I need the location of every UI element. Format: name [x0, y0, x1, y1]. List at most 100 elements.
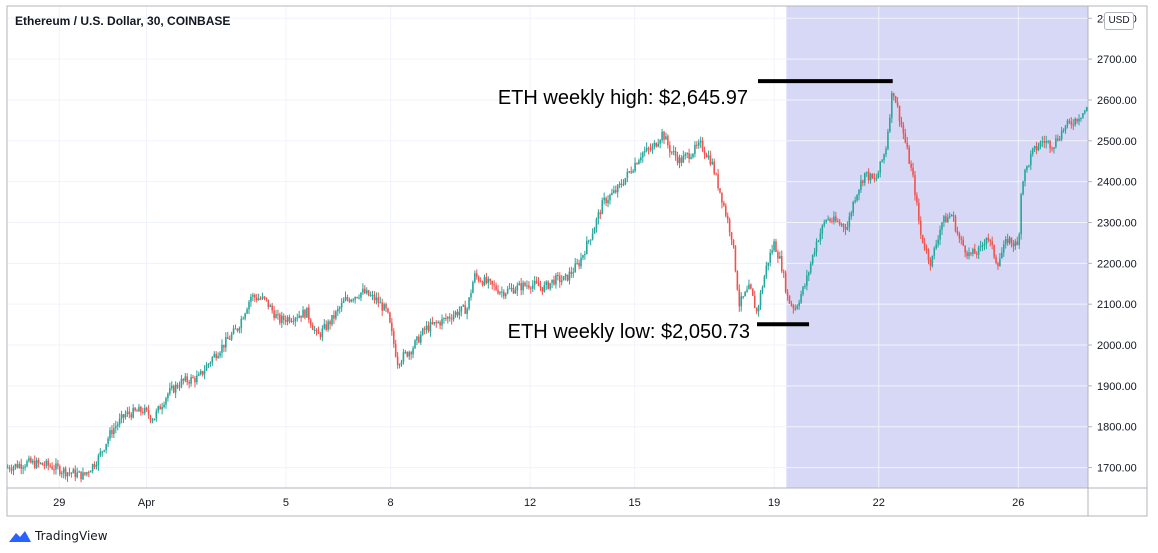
candle-body [1031, 148, 1034, 155]
candle-body [1060, 130, 1063, 140]
candle-body [609, 194, 611, 201]
candlestick-chart[interactable]: 2800.002700.002600.002500.002400.002300.… [0, 0, 1158, 520]
candle-body [448, 316, 451, 319]
candle-body [632, 171, 634, 173]
candle-body [1012, 243, 1015, 247]
candle-body [103, 450, 106, 452]
candle-body [531, 284, 534, 289]
currency-badge[interactable]: USD [1104, 12, 1134, 30]
candle-body [379, 302, 382, 304]
x-tick-label: Apr [138, 497, 155, 509]
candle-body [246, 309, 248, 314]
candle-body [865, 171, 868, 173]
candle-body [450, 318, 453, 320]
candle-body [723, 202, 725, 206]
candle-body [580, 257, 582, 267]
candle-body [356, 297, 358, 299]
footer[interactable]: TradingView [8, 526, 108, 546]
candle-body [641, 152, 644, 158]
candle-body [539, 286, 542, 288]
candle-body [690, 157, 692, 159]
candle-body [680, 157, 683, 163]
candle-body [394, 343, 397, 357]
candle-body [425, 325, 428, 330]
y-tick-label: 2100.00 [1097, 299, 1137, 311]
candle-body [555, 274, 557, 285]
candle-body [385, 304, 387, 309]
candle-body [192, 377, 194, 379]
candle-body [794, 308, 797, 310]
candle-body [941, 222, 943, 230]
candle-body [1043, 141, 1046, 143]
candle-body [344, 297, 347, 301]
candle-body [786, 291, 789, 296]
candle-body [775, 241, 777, 253]
candle-body [489, 279, 492, 281]
candle-body [921, 234, 924, 243]
candle-body [221, 344, 223, 353]
candle-body [553, 279, 555, 285]
candle-body [647, 147, 650, 149]
candle-body [89, 471, 92, 473]
candle-body [1001, 252, 1003, 259]
candle-body [170, 385, 173, 389]
candle-body [508, 288, 511, 290]
candle-body [132, 407, 134, 418]
candle-body [452, 315, 455, 320]
candle-body [501, 291, 503, 293]
candle-body [763, 276, 766, 288]
candle-body [269, 305, 272, 307]
candle-body [431, 322, 434, 324]
candle-body [713, 161, 716, 174]
candle-body [1010, 237, 1013, 244]
candle-body [726, 215, 729, 220]
candle-body [578, 262, 580, 267]
candle-body [468, 297, 470, 309]
y-tick-label: 2600.00 [1097, 95, 1137, 107]
candle-body [180, 378, 183, 387]
candle-body [730, 232, 733, 241]
candle-body [927, 249, 930, 260]
x-tick-label: 26 [1012, 497, 1024, 509]
candle-body [931, 255, 934, 266]
x-tick-label: 19 [768, 497, 780, 509]
candle-body [707, 155, 710, 158]
candle-body [215, 353, 217, 359]
candle-body [377, 297, 380, 304]
candle-body [257, 298, 260, 301]
candle-body [792, 305, 795, 309]
candle-body [995, 256, 997, 264]
candle-body [790, 303, 793, 306]
y-tick-label: 2400.00 [1097, 177, 1137, 189]
candle-body [948, 216, 951, 218]
candle-body [809, 263, 812, 273]
highlight-band [786, 6, 1088, 488]
candle-body [970, 252, 972, 254]
candle-body [87, 472, 90, 474]
candle-body [624, 178, 627, 185]
candle-body [748, 284, 750, 290]
candle-body [520, 283, 522, 291]
candle-body [1022, 181, 1024, 195]
candle-body [198, 374, 200, 376]
y-tick-label: 1900.00 [1097, 381, 1137, 393]
candle-body [879, 161, 882, 173]
candle-body [493, 284, 495, 286]
candle-body [458, 311, 461, 316]
candle-body [854, 200, 856, 202]
candle-body [186, 376, 189, 383]
candle-body [352, 299, 355, 301]
candle-body [242, 318, 245, 320]
candle-body [634, 163, 636, 172]
candle-body [159, 406, 161, 410]
candle-body [686, 153, 688, 155]
candle-body [502, 291, 505, 297]
candle-body [1053, 147, 1055, 149]
candle-body [506, 288, 509, 294]
candle-body [275, 314, 277, 319]
candle-body [211, 357, 214, 363]
candle-body [14, 464, 17, 467]
candle-body [898, 105, 901, 122]
candle-body [142, 411, 144, 414]
candle-body [782, 271, 785, 273]
